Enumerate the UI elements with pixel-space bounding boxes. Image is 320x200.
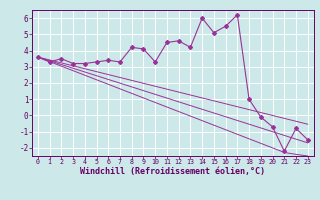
X-axis label: Windchill (Refroidissement éolien,°C): Windchill (Refroidissement éolien,°C) <box>80 167 265 176</box>
